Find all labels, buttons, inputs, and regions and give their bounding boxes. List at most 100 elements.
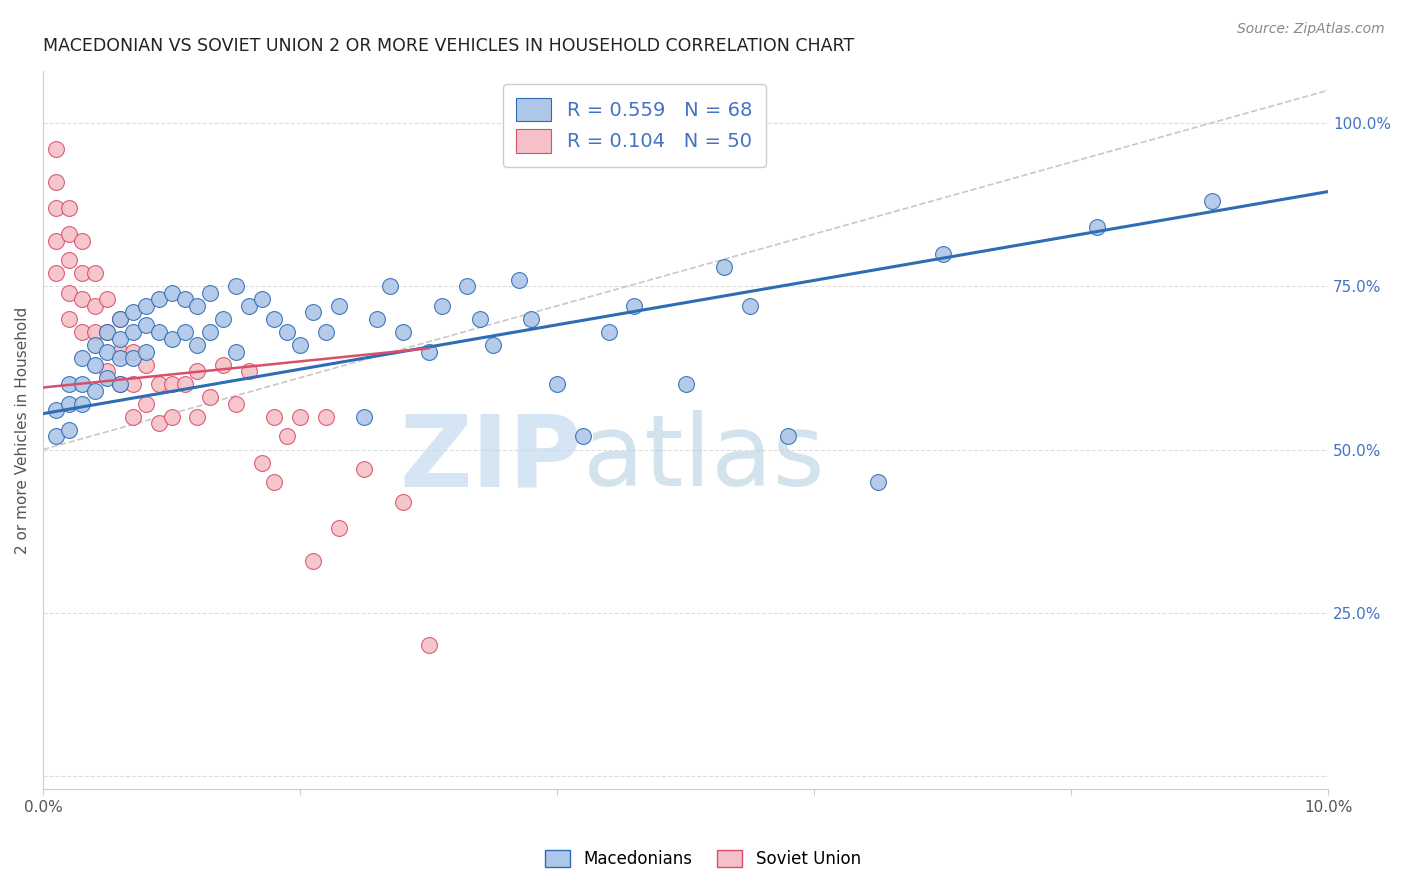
Point — [212, 358, 235, 372]
Point — [160, 285, 183, 300]
Point — [122, 305, 145, 319]
Point — [290, 338, 312, 352]
Point — [276, 325, 298, 339]
Point — [572, 429, 595, 443]
Point — [713, 260, 735, 274]
Point — [520, 312, 543, 326]
Point — [135, 344, 157, 359]
Point — [58, 201, 80, 215]
Point — [96, 370, 118, 384]
Point — [186, 338, 208, 352]
Point — [110, 312, 132, 326]
Point — [623, 299, 645, 313]
Point — [70, 397, 93, 411]
Point — [290, 409, 312, 424]
Point — [200, 325, 222, 339]
Point — [238, 364, 260, 378]
Point — [263, 312, 285, 326]
Point — [225, 344, 247, 359]
Point — [70, 377, 93, 392]
Point — [482, 338, 505, 352]
Point — [83, 325, 105, 339]
Point — [70, 325, 93, 339]
Point — [546, 377, 568, 392]
Point — [45, 142, 67, 156]
Point — [675, 377, 697, 392]
Point — [353, 409, 375, 424]
Point — [738, 299, 761, 313]
Point — [58, 397, 80, 411]
Point — [96, 293, 118, 307]
Point — [83, 266, 105, 280]
Point — [186, 364, 208, 378]
Point — [598, 325, 620, 339]
Point — [110, 377, 132, 392]
Point — [83, 358, 105, 372]
Point — [186, 409, 208, 424]
Point — [778, 429, 800, 443]
Point — [263, 409, 285, 424]
Point — [110, 351, 132, 365]
Point — [83, 299, 105, 313]
Legend: Macedonians, Soviet Union: Macedonians, Soviet Union — [538, 843, 868, 875]
Point — [96, 325, 118, 339]
Point — [45, 234, 67, 248]
Point — [135, 397, 157, 411]
Point — [58, 285, 80, 300]
Point — [45, 403, 67, 417]
Legend: R = 0.559   N = 68, R = 0.104   N = 50: R = 0.559 N = 68, R = 0.104 N = 50 — [503, 84, 766, 167]
Point — [110, 377, 132, 392]
Point — [225, 397, 247, 411]
Point — [315, 325, 337, 339]
Point — [302, 553, 325, 567]
Point — [418, 344, 440, 359]
Point — [70, 293, 93, 307]
Point — [160, 409, 183, 424]
Point — [122, 377, 145, 392]
Point — [135, 318, 157, 333]
Point — [70, 266, 93, 280]
Point — [173, 293, 195, 307]
Point — [122, 325, 145, 339]
Point — [122, 344, 145, 359]
Point — [392, 495, 415, 509]
Point — [366, 312, 388, 326]
Point — [160, 377, 183, 392]
Point — [70, 351, 93, 365]
Point — [45, 429, 67, 443]
Point — [392, 325, 415, 339]
Point — [70, 234, 93, 248]
Point — [110, 344, 132, 359]
Point — [263, 475, 285, 490]
Point — [110, 312, 132, 326]
Point — [58, 253, 80, 268]
Point — [276, 429, 298, 443]
Point — [45, 266, 67, 280]
Point — [328, 299, 350, 313]
Point — [83, 338, 105, 352]
Point — [468, 312, 491, 326]
Point — [931, 246, 953, 260]
Text: MACEDONIAN VS SOVIET UNION 2 OR MORE VEHICLES IN HOUSEHOLD CORRELATION CHART: MACEDONIAN VS SOVIET UNION 2 OR MORE VEH… — [44, 37, 855, 55]
Point — [96, 364, 118, 378]
Point — [58, 227, 80, 241]
Point — [200, 390, 222, 404]
Point — [315, 409, 337, 424]
Point — [160, 331, 183, 345]
Point — [508, 273, 530, 287]
Point — [1201, 194, 1223, 209]
Point — [378, 279, 401, 293]
Point — [58, 423, 80, 437]
Point — [148, 417, 170, 431]
Point — [238, 299, 260, 313]
Point — [418, 639, 440, 653]
Text: atlas: atlas — [583, 410, 824, 508]
Point — [456, 279, 478, 293]
Point — [186, 299, 208, 313]
Point — [328, 521, 350, 535]
Y-axis label: 2 or more Vehicles in Household: 2 or more Vehicles in Household — [15, 306, 30, 554]
Point — [96, 344, 118, 359]
Point — [122, 351, 145, 365]
Point — [45, 175, 67, 189]
Point — [58, 377, 80, 392]
